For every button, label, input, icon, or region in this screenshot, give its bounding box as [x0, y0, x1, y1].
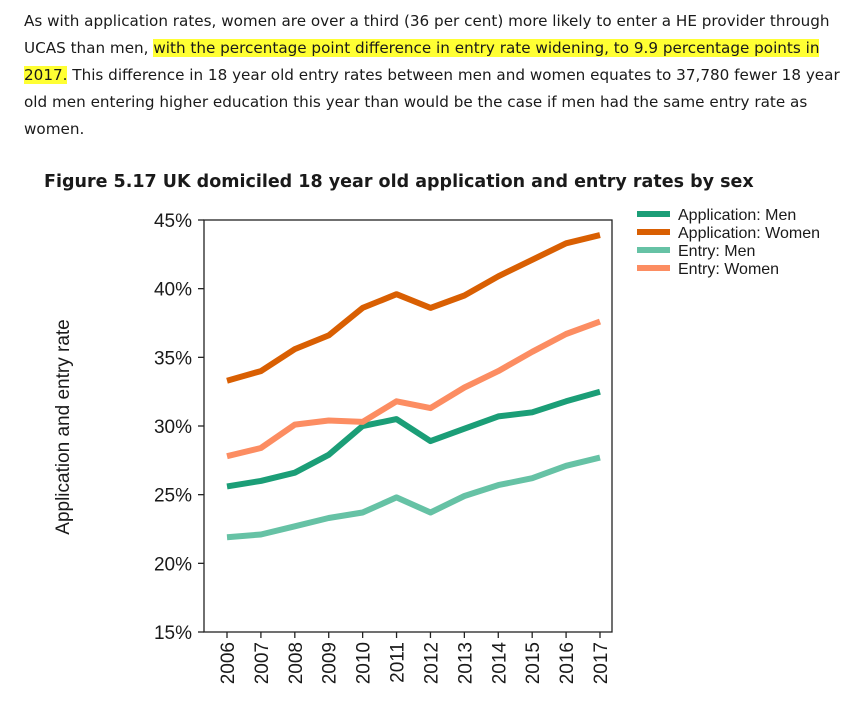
- x-tick-label: 2015: [523, 642, 544, 684]
- x-tick-label: 2014: [489, 642, 510, 685]
- series-lines: [226, 232, 602, 541]
- y-tick-label: 15%: [154, 623, 192, 644]
- x-tick-label: 2007: [252, 642, 273, 684]
- body-paragraph: As with application rates, women are ove…: [24, 8, 840, 143]
- legend-label: Application: Men: [678, 207, 796, 224]
- x-tick-label: 2012: [421, 642, 442, 684]
- series-line-1: [226, 388, 601, 490]
- y-tick-label: 40%: [154, 280, 192, 301]
- x-tick-label: 2009: [320, 642, 341, 684]
- chart-axes: 15% 20% 25% 30% 35% 40% 45% 2006 2007 2008 2009 201…: [154, 211, 613, 685]
- legend-label: Entry: Women: [678, 261, 779, 278]
- x-tick-label: 2017: [591, 642, 612, 684]
- x-tick-label: 2013: [455, 642, 476, 684]
- legend-label: Entry: Men: [678, 243, 755, 260]
- series-line-2: [226, 232, 601, 384]
- y-tick-label: 45%: [154, 211, 192, 232]
- x-tick-label: 2006: [218, 642, 239, 684]
- series-line-3: [226, 454, 601, 541]
- x-tick-label: 2008: [286, 642, 307, 684]
- y-tick-label: 25%: [154, 486, 192, 507]
- y-axis-label: Application and entry rate: [53, 319, 74, 534]
- y-tick-label: 30%: [154, 417, 192, 438]
- x-tick-label: 2011: [388, 642, 409, 683]
- y-tick-label: 35%: [154, 348, 192, 369]
- y-tick-label: 20%: [154, 554, 192, 575]
- figure-title: Figure 5.17 UK domiciled 18 year old app…: [44, 172, 754, 192]
- x-tick-label: 2010: [354, 642, 375, 684]
- legend-label: Application: Women: [678, 225, 820, 242]
- series-line-4: [226, 318, 602, 460]
- paragraph-text-1: As with application rates, women are ove…: [24, 12, 830, 57]
- x-tick-label: 2016: [557, 642, 578, 684]
- paragraph-text-2: This difference in 18 year old entry rat…: [24, 66, 840, 138]
